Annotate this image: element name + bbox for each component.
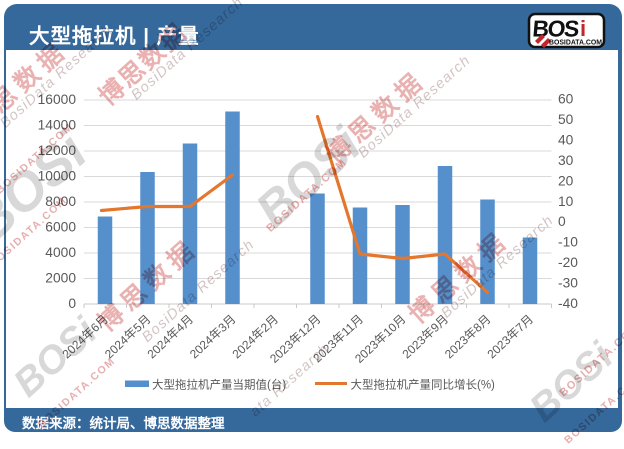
svg-text:2024年3月: 2024年3月 (187, 312, 239, 361)
svg-text:大型拖拉机产量当期值(台): 大型拖拉机产量当期值(台) (152, 378, 286, 392)
svg-text:16000: 16000 (38, 92, 77, 107)
svg-text:50: 50 (558, 112, 574, 127)
svg-text:2023年9月: 2023年9月 (400, 312, 452, 361)
svg-text:i: i (580, 16, 586, 41)
svg-text:2023年7月: 2023年7月 (485, 312, 537, 361)
svg-text:0: 0 (68, 296, 76, 311)
svg-text:-20: -20 (558, 255, 578, 270)
svg-text:20: 20 (558, 174, 574, 189)
svg-text:40: 40 (558, 133, 574, 148)
svg-text:10: 10 (558, 194, 574, 209)
svg-text:-40: -40 (558, 296, 578, 311)
svg-text:30: 30 (558, 153, 574, 168)
svg-text:4000: 4000 (45, 245, 76, 260)
svg-text:大型拖拉机产量同比增长(%): 大型拖拉机产量同比增长(%) (351, 378, 496, 392)
svg-text:2023年8月: 2023年8月 (442, 312, 494, 361)
svg-text:10000: 10000 (38, 169, 77, 184)
svg-text:2024年6月: 2024年6月 (60, 312, 112, 361)
svg-text:-30: -30 (558, 276, 578, 291)
svg-text:2000: 2000 (45, 271, 76, 286)
svg-text:12000: 12000 (38, 143, 77, 158)
svg-text:6000: 6000 (45, 220, 76, 235)
svg-text:14000: 14000 (38, 118, 77, 133)
svg-text:60: 60 (558, 92, 574, 107)
svg-text:BOSIDATA.COM: BOSIDATA.COM (549, 40, 602, 47)
svg-text:-10: -10 (558, 235, 578, 250)
svg-text:2024年5月: 2024年5月 (102, 312, 154, 361)
svg-text:8000: 8000 (45, 194, 76, 209)
svg-text:0: 0 (558, 214, 566, 229)
svg-text:2024年4月: 2024年4月 (145, 312, 197, 361)
